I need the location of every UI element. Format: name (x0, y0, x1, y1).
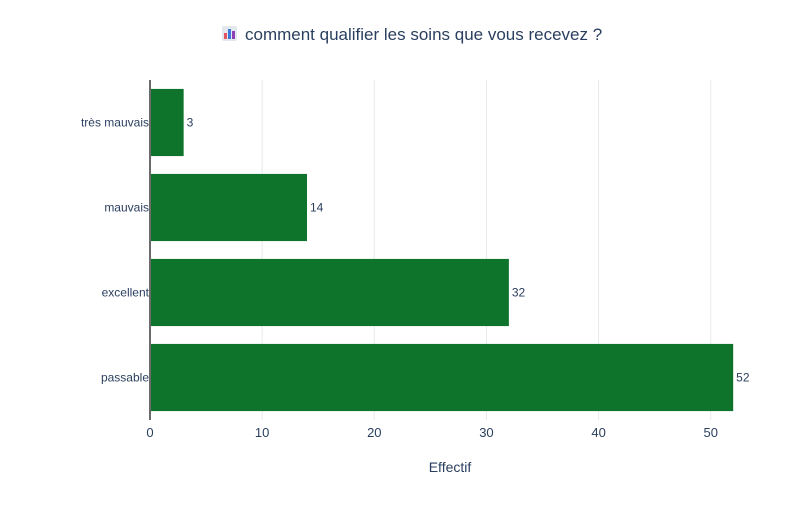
labels-layer: très mauvais 3 mauvais 14 excellent 32 passabl… (81, 116, 750, 385)
x-tick-label: 40 (591, 425, 605, 440)
x-axis-title: Effectif (429, 459, 472, 475)
bar (150, 258, 509, 327)
bars-layer (150, 88, 734, 412)
x-tick-label: 30 (479, 425, 493, 440)
chart-title-group: comment qualifier les soins que vous rec… (222, 25, 602, 44)
x-tick-label: 20 (367, 425, 381, 440)
y-category-label: passable (101, 371, 149, 385)
bar-value-label: 32 (512, 286, 526, 300)
x-tick-label: 0 (146, 425, 153, 440)
chart-title: comment qualifier les soins que vous rec… (245, 25, 602, 44)
bar (150, 173, 308, 242)
y-category-label: mauvais (104, 201, 149, 215)
y-category-label: excellent (102, 286, 150, 300)
bar (150, 88, 184, 157)
x-tick-label: 10 (255, 425, 269, 440)
axis-layer: 0 10 20 30 40 50 (146, 80, 718, 440)
bar (150, 343, 734, 412)
x-tick-label: 50 (704, 425, 718, 440)
bar-value-label: 14 (310, 201, 324, 215)
bar-value-label: 3 (187, 116, 194, 130)
y-category-label: très mauvais (81, 116, 149, 130)
bar-value-label: 52 (736, 371, 750, 385)
bar-chart-icon (222, 26, 237, 41)
